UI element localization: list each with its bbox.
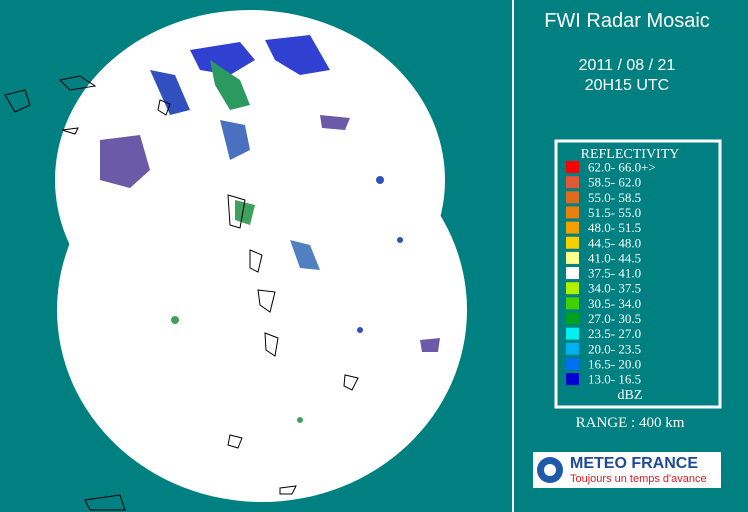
island [264,332,279,357]
legend-swatch [566,297,579,310]
echo [297,417,303,423]
legend-label: 13.0- 16.5 [588,372,641,387]
island [279,485,297,495]
legend-swatch [566,161,579,173]
legend-label: 20.0- 23.5 [588,341,641,356]
island [84,494,126,511]
legend-swatch [566,342,579,355]
echo [100,135,150,188]
legend-swatch [566,236,579,249]
legend-swatch [566,327,579,340]
logo-slogan: Toujours un temps d'avance [570,473,707,485]
echoes [100,35,440,423]
legend-label: 44.5- 48.0 [588,235,641,250]
echo [171,316,179,324]
echo [210,60,250,110]
echo [320,115,350,130]
island [61,127,79,135]
island [343,374,359,391]
island [257,289,276,313]
legend-swatch [566,373,579,386]
time: 20H15 UTC [585,77,669,94]
logo-name: METEO FRANCE [570,455,698,472]
legend-swatch [566,267,579,280]
echo [235,200,255,225]
legend-label: 55.0- 58.5 [588,190,641,205]
legend-swatch [566,282,579,295]
legend-rows: 62.0- 66.0+>58.5- 62.055.0- 58.551.5- 55… [566,160,656,387]
echo [376,176,384,184]
logo-box [533,452,721,488]
legend-swatch [566,206,579,219]
legend-swatch [566,251,579,264]
title: FWI Radar Mosaic [544,10,710,32]
echo [290,240,320,270]
coverage [55,10,467,502]
legend-swatch [566,357,579,370]
legend-swatch [566,191,579,204]
legend-label: 27.0- 30.5 [588,311,641,326]
legend-label: 34.0- 37.5 [588,281,641,296]
echo [190,42,255,75]
legend-title: REFLECTIVITY [581,147,680,162]
echo [265,35,330,75]
range: RANGE : 400 km [576,415,685,431]
legend-label: 62.0- 66.0+> [588,160,656,175]
legend-label: 30.5- 34.0 [588,296,641,311]
legend-label: 37.5- 41.0 [588,266,641,281]
legend-unit: dBZ [618,388,643,403]
legend-label: 16.5- 20.0 [588,356,641,371]
echo [420,338,440,352]
legend-swatch [566,221,579,234]
echo [220,120,250,160]
coverage-south [57,118,467,502]
legend-label: 58.5- 62.0 [588,175,641,190]
island [227,194,246,229]
echo [150,70,190,115]
legend-swatch [566,176,579,189]
island [157,99,171,116]
legend-label: 51.5- 55.0 [588,205,641,220]
island [58,75,97,91]
legend-swatch [566,312,579,325]
legend-label: 48.0- 51.5 [588,220,641,235]
island [4,89,31,113]
echo [357,327,363,333]
echo [397,237,403,243]
logo-mark-inner [544,464,556,476]
legend-label: 41.0- 44.5 [588,250,641,265]
legend-label: 23.5- 27.0 [588,326,641,341]
island [249,249,263,273]
island [227,434,243,449]
islands [4,75,359,511]
legend-frame [554,139,722,409]
date: 2011 / 08 / 21 [579,57,676,74]
